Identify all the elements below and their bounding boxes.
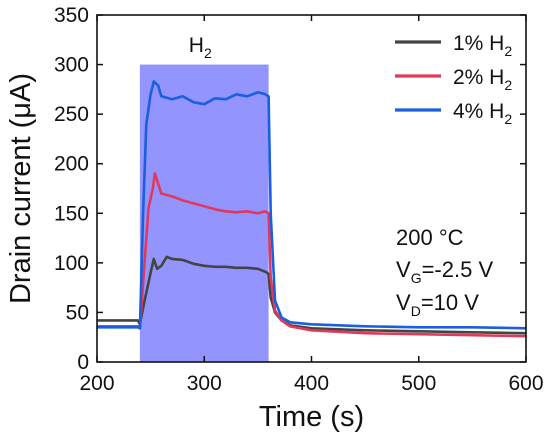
series-layer bbox=[97, 80, 527, 338]
temperature-label: 200 °C bbox=[396, 225, 464, 250]
gate-voltage-label: VG=-2.5 V bbox=[396, 257, 493, 286]
series-line-2 bbox=[97, 172, 527, 338]
x-tick-label: 300 bbox=[187, 372, 222, 395]
y-tick-label: 300 bbox=[54, 54, 89, 77]
legend-label-1: 1% H2 bbox=[453, 32, 512, 59]
x-axis-title: Time (s) bbox=[259, 401, 364, 433]
h2-region-label: H2 bbox=[189, 34, 212, 61]
x-tick-label: 500 bbox=[401, 372, 436, 395]
y-tick-label: 350 bbox=[54, 4, 89, 27]
legend-label-2: 2% H2 bbox=[453, 66, 512, 93]
y-tick-label: 250 bbox=[54, 103, 89, 126]
x-tick-label: 600 bbox=[508, 372, 543, 395]
legend-label-3: 4% H2 bbox=[453, 100, 512, 127]
ticks-layer: 200 300 400 500 600 0 50 100 150 200 250 300 350 bbox=[54, 4, 544, 395]
y-tick-label: 100 bbox=[54, 252, 89, 275]
y-tick-label: 0 bbox=[77, 351, 89, 374]
legend: 1% H2 2% H2 4% H2 bbox=[395, 32, 512, 127]
series-line-1 bbox=[97, 255, 527, 335]
drain-voltage-label: VD=10 V bbox=[396, 290, 479, 319]
h2-exposure-region bbox=[139, 64, 269, 363]
conditions-annotation: 200 °C VG=-2.5 V VD=10 V bbox=[396, 225, 493, 319]
y-tick-label: 50 bbox=[66, 301, 89, 324]
series-line-3 bbox=[97, 80, 527, 330]
x-tick-label: 200 bbox=[79, 372, 114, 395]
y-tick-label: 200 bbox=[54, 153, 89, 176]
y-axis-title: Drain current (μA) bbox=[5, 73, 37, 304]
y-tick-label: 150 bbox=[54, 202, 89, 225]
x-tick-label: 400 bbox=[294, 372, 329, 395]
